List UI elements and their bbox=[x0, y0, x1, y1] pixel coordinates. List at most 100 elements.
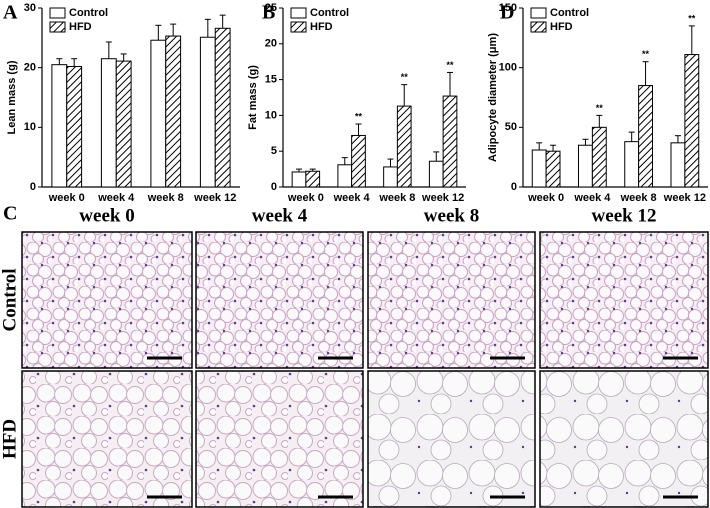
bar bbox=[396, 105, 412, 188]
y-tick-label: 50 bbox=[505, 121, 517, 133]
bar bbox=[383, 166, 398, 188]
error-bar bbox=[309, 168, 316, 172]
bar bbox=[115, 60, 132, 188]
legend-swatch bbox=[49, 21, 66, 33]
bar bbox=[100, 58, 117, 188]
x-tick-label: week 12 bbox=[193, 192, 236, 204]
bar bbox=[624, 141, 640, 188]
micrograph bbox=[539, 370, 709, 508]
error-bar bbox=[550, 144, 557, 152]
bar bbox=[337, 164, 353, 188]
bar bbox=[305, 170, 321, 188]
error-bar bbox=[401, 84, 408, 107]
error-bar bbox=[120, 53, 127, 62]
row-label: HFD bbox=[0, 419, 20, 459]
micrograph bbox=[21, 231, 193, 369]
legend-swatch bbox=[290, 7, 307, 19]
error-bar bbox=[71, 58, 78, 67]
significance-label: ** bbox=[446, 60, 454, 70]
error-bar bbox=[688, 25, 695, 55]
micrograph bbox=[367, 370, 536, 508]
x-tick-label: week 4 bbox=[333, 192, 371, 204]
y-tick-label: 20 bbox=[265, 38, 277, 50]
x-tick-label: week 0 bbox=[527, 192, 564, 204]
bar bbox=[291, 171, 307, 188]
legend-label: Control bbox=[310, 7, 349, 19]
bar bbox=[66, 65, 83, 188]
y-tick-label: 0 bbox=[511, 181, 517, 193]
bar bbox=[545, 150, 561, 188]
bar bbox=[351, 134, 366, 188]
bar bbox=[670, 142, 686, 188]
significance-label: ** bbox=[642, 49, 650, 59]
y-tick-label: 5 bbox=[271, 145, 277, 157]
error-bar bbox=[642, 61, 649, 86]
significance-label: ** bbox=[688, 13, 696, 23]
error-bar bbox=[536, 142, 543, 151]
bar bbox=[428, 160, 444, 188]
bar bbox=[442, 95, 458, 188]
error-bar bbox=[219, 14, 226, 29]
error-bar bbox=[596, 114, 603, 128]
y-tick-label: 0 bbox=[30, 181, 36, 193]
row-label: Control bbox=[0, 269, 20, 332]
x-tick-label: week 12 bbox=[663, 192, 706, 204]
significance-label: ** bbox=[355, 111, 363, 121]
x-tick-label: week 4 bbox=[97, 192, 135, 204]
bar bbox=[51, 64, 68, 188]
significance-label: ** bbox=[401, 72, 409, 82]
bar bbox=[531, 149, 547, 188]
error-bar bbox=[170, 23, 177, 37]
column-label: week 8 bbox=[424, 205, 479, 226]
bar bbox=[150, 39, 167, 188]
legend-label: HFD bbox=[69, 21, 92, 33]
x-tick-label: week 0 bbox=[48, 192, 85, 204]
y-tick-label: 20 bbox=[24, 62, 36, 74]
error-bar bbox=[446, 71, 453, 97]
y-tick-label: 10 bbox=[24, 121, 36, 133]
panel-letter: B bbox=[262, 2, 275, 24]
y-tick-label: 15 bbox=[265, 74, 277, 86]
error-bar bbox=[433, 151, 440, 162]
y-tick-label: 0 bbox=[271, 181, 277, 193]
legend-swatch bbox=[530, 21, 547, 33]
bar bbox=[638, 85, 653, 188]
y-tick-label: 100 bbox=[499, 62, 517, 74]
y-tick-label: 25 bbox=[265, 2, 277, 14]
x-tick-label: week 4 bbox=[573, 192, 611, 204]
column-label: week 4 bbox=[252, 205, 308, 226]
bar bbox=[684, 54, 700, 188]
bar bbox=[591, 126, 607, 188]
x-tick-label: week 8 bbox=[147, 192, 184, 204]
error-bar bbox=[105, 41, 112, 59]
error-bar bbox=[56, 58, 63, 65]
legend-swatch bbox=[49, 7, 66, 19]
error-bar bbox=[341, 157, 348, 165]
legend-label: HFD bbox=[310, 21, 333, 33]
bar bbox=[199, 36, 216, 188]
panel-letter: D bbox=[500, 2, 514, 24]
error-bar bbox=[628, 131, 635, 142]
y-tick-label: 150 bbox=[499, 2, 517, 14]
error-bar bbox=[387, 158, 394, 167]
micrograph bbox=[195, 231, 364, 369]
panel-letter: C bbox=[3, 203, 17, 225]
panel-letter: A bbox=[3, 2, 18, 24]
error-bar bbox=[355, 123, 362, 136]
legend-swatch bbox=[530, 7, 547, 19]
bar bbox=[214, 27, 231, 188]
legend-label: Control bbox=[550, 7, 589, 19]
error-bar bbox=[582, 138, 589, 146]
x-tick-label: week 0 bbox=[287, 192, 324, 204]
micrograph bbox=[539, 231, 709, 369]
micrograph bbox=[21, 370, 193, 508]
error-bar bbox=[155, 24, 162, 41]
error-bar bbox=[674, 135, 681, 143]
column-label: week 0 bbox=[79, 205, 134, 226]
micrograph bbox=[195, 370, 364, 508]
column-label: week 12 bbox=[592, 205, 657, 226]
y-axis-label: Adipocyte diameter (μm) bbox=[487, 33, 499, 162]
y-tick-label: 10 bbox=[265, 109, 277, 121]
